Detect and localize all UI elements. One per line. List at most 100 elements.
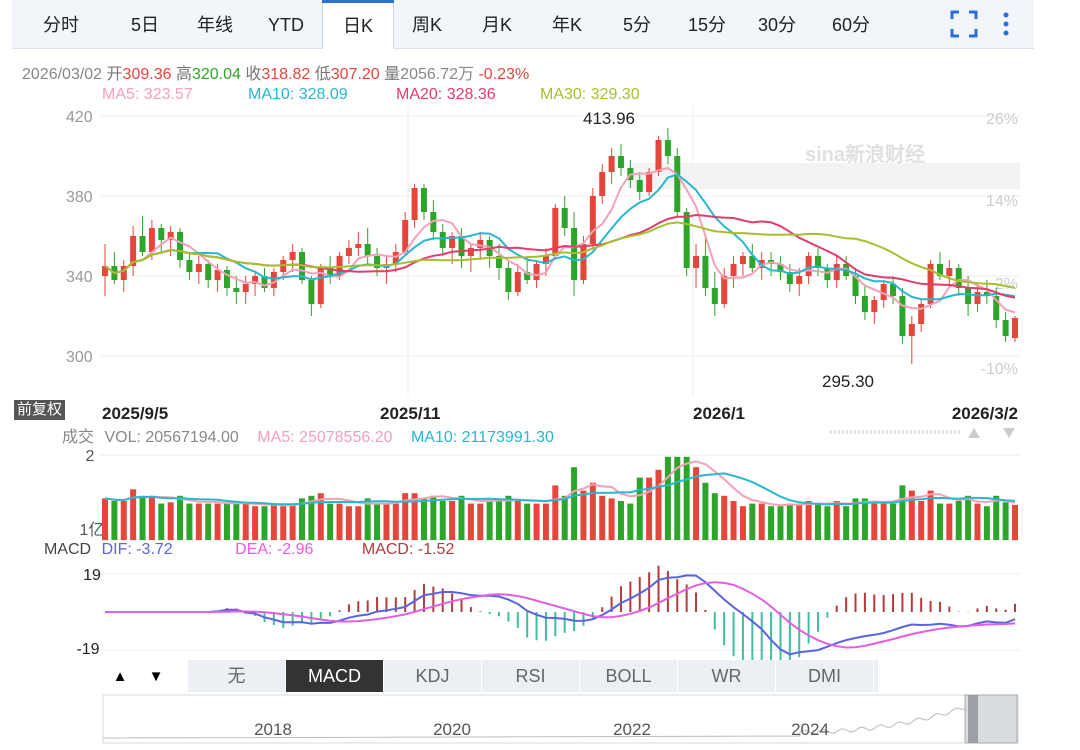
ma30-line [104, 221, 1016, 289]
tab-1[interactable]: 5日 [130, 15, 159, 35]
candle-body [420, 188, 427, 212]
indicator-tab-4[interactable]: BOLL [580, 660, 678, 692]
tab-5[interactable]: 周K [411, 15, 442, 35]
adjustment-badge[interactable]: 前复权 [14, 400, 66, 420]
change-value: -0.23% [478, 66, 530, 83]
tab-7[interactable]: 年K [551, 15, 582, 35]
open-label: 开 [106, 66, 123, 83]
candle-body [833, 264, 840, 280]
navigator-year-label: 2024 [791, 720, 829, 739]
y-tick-label: 300 [66, 349, 93, 366]
tab-10[interactable]: 30分 [757, 15, 797, 35]
volume-bar [655, 469, 662, 540]
ma30-legend: MA30: 329.30 [540, 86, 640, 103]
candle-body [261, 276, 268, 288]
candle-body [120, 266, 127, 280]
volume-bar [392, 503, 399, 540]
volume-bar [420, 498, 427, 540]
volume-bar [327, 503, 334, 540]
tab-0[interactable]: 分时 [43, 15, 79, 35]
volume-bar [299, 498, 306, 540]
volume-bar [120, 501, 127, 540]
macd-y-tick: 19 [83, 567, 101, 584]
tab-11[interactable]: 60分 [831, 15, 871, 35]
close-value: 318.82 [261, 66, 311, 83]
volume-bar [636, 477, 643, 540]
ma5-line [104, 166, 1016, 314]
candle-body [214, 270, 221, 280]
volume-bar [890, 503, 897, 540]
indicator-tab-5[interactable]: WR [678, 660, 776, 692]
macd-label: MACD [44, 541, 92, 558]
vol-y-tick: 2 [86, 448, 95, 465]
zoom-out-arrow[interactable]: ▼ [148, 668, 164, 685]
dif-line [105, 574, 1016, 656]
dea-line [105, 581, 1016, 649]
candle-body [655, 140, 662, 172]
volume-bar [130, 489, 137, 540]
y-tick-label: 420 [66, 109, 93, 126]
volume-bar [270, 503, 277, 540]
dea-value: DEA: -2.96 [235, 541, 314, 558]
fullscreen-icon[interactable] [950, 10, 978, 38]
volume-bar [317, 493, 324, 540]
tab-6[interactable]: 月K [481, 15, 512, 35]
volume-bar [167, 502, 174, 540]
candle-body [158, 228, 165, 240]
volume-bar [111, 501, 118, 540]
volume-bar [102, 498, 108, 540]
navigator-sparkline [102, 701, 981, 739]
zoom-in-arrow[interactable]: ▲ [112, 668, 128, 685]
volume-bar [796, 503, 803, 540]
low-value: 307.20 [330, 66, 380, 83]
volume-bar [936, 503, 943, 540]
candle-body [308, 280, 315, 304]
candle-body [496, 256, 503, 268]
indicator-tab-0[interactable]: 无 [188, 660, 286, 692]
volume-bar [589, 482, 596, 540]
candle-body [721, 276, 728, 304]
volume-bar [486, 501, 493, 540]
volume-bar [730, 501, 737, 540]
volume-bar [918, 501, 925, 540]
tab-3[interactable]: YTD [268, 15, 304, 35]
volume-bar [561, 495, 568, 540]
volume-bar [148, 495, 155, 540]
candle-body [289, 252, 296, 260]
volume-bar [158, 503, 165, 540]
more-vertical-icon[interactable] [996, 10, 1016, 38]
ma-legend: MA5: 323.57 [102, 86, 193, 104]
candle-body [233, 288, 240, 292]
y-tick-label: 380 [66, 189, 93, 206]
dif-value: DIF: -3.72 [101, 541, 173, 558]
volume-bar [739, 506, 746, 540]
candle-body [646, 172, 653, 192]
volume-bar [205, 503, 212, 540]
candle-body [814, 256, 821, 268]
candle-body [965, 288, 972, 304]
x-tick-label: 2026/3/2 [952, 404, 1018, 423]
volume-bar [749, 503, 756, 540]
candle-body [242, 284, 249, 292]
volume-bar [833, 501, 840, 540]
tab-4[interactable]: 日K [322, 0, 394, 49]
navigator-year-label: 2018 [254, 720, 292, 739]
volume-bar [777, 506, 784, 540]
candle-body [477, 240, 484, 248]
tab-9[interactable]: 15分 [687, 15, 727, 35]
candle-body [317, 268, 324, 304]
candle-body [439, 232, 446, 248]
indicator-tab-2[interactable]: KDJ [384, 660, 482, 692]
indicator-tab-1[interactable]: MACD [286, 660, 384, 692]
indicator-tab-6[interactable]: DMI [776, 660, 874, 692]
x-tick-label: 2025/9/5 [102, 404, 168, 423]
indicator-tab-3[interactable]: RSI [482, 660, 580, 692]
candle-body [974, 292, 981, 304]
volume-bar [552, 485, 559, 540]
candle-body [702, 256, 709, 288]
tab-2[interactable]: 年线 [197, 15, 233, 35]
pct-tick-label: 2% [995, 276, 1018, 293]
tab-8[interactable]: 5分 [622, 15, 651, 35]
volume-bar [861, 498, 868, 540]
